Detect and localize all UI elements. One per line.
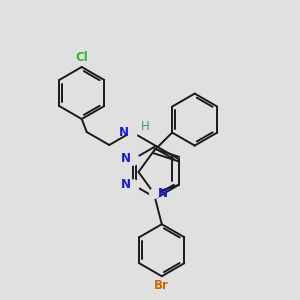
Text: N: N — [119, 125, 129, 139]
Text: N: N — [121, 152, 130, 166]
Text: Br: Br — [154, 279, 169, 292]
Text: H: H — [141, 121, 149, 134]
Text: N: N — [158, 187, 168, 200]
Text: Cl: Cl — [75, 51, 88, 64]
Text: N: N — [121, 178, 130, 191]
